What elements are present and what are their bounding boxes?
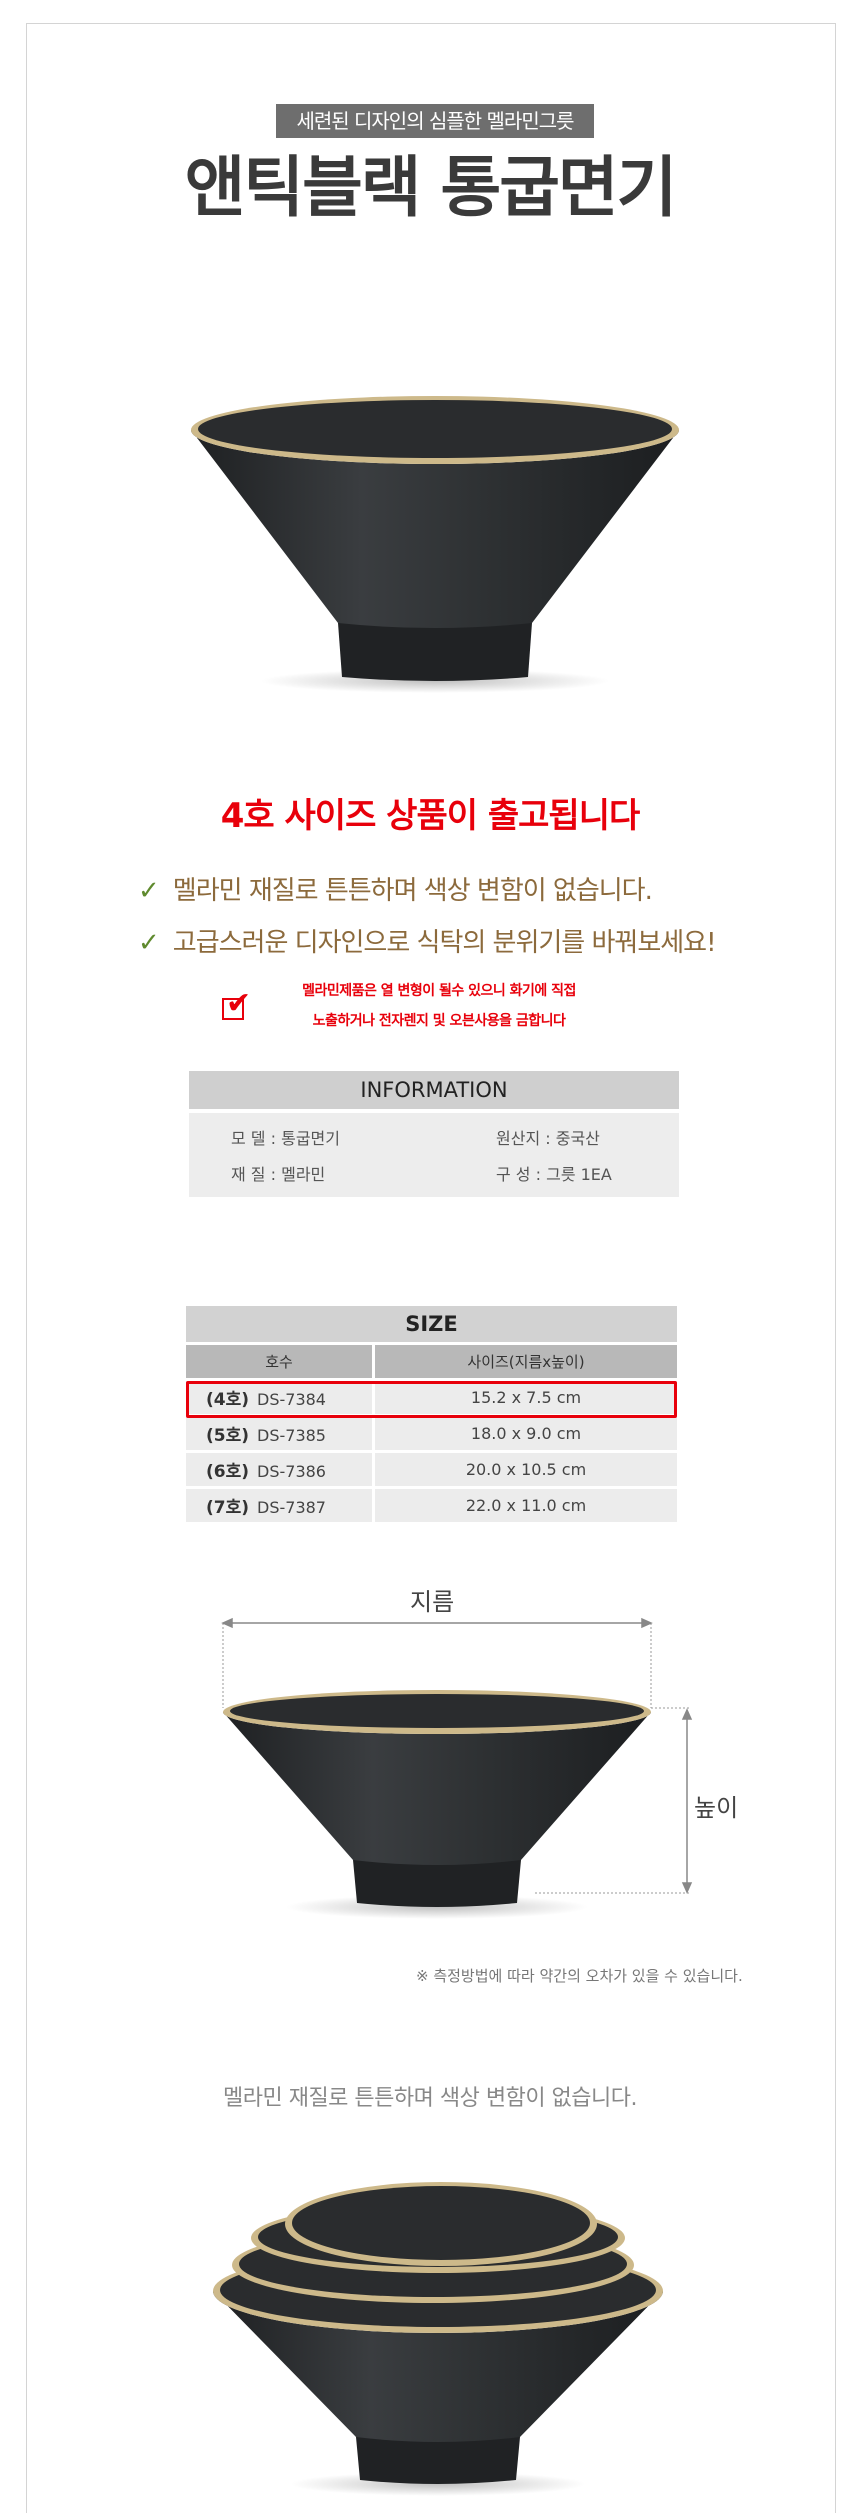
bowl-foot bbox=[356, 2437, 520, 2484]
table-row: (6호) DS-7386 20.0 x 10.5 cm bbox=[186, 1453, 677, 1486]
info-composition: 구 성 : 그릇 1EA bbox=[496, 1165, 612, 1184]
check-icon: ✓ bbox=[138, 928, 160, 958]
size-table-title: SIZE bbox=[186, 1306, 677, 1342]
column-header-size: 사이즈(지름x높이) bbox=[375, 1345, 677, 1378]
table-row: (5호) DS-7385 18.0 x 9.0 cm bbox=[186, 1417, 677, 1450]
bowl-interior bbox=[292, 2186, 590, 2260]
bowl-interior bbox=[198, 400, 672, 458]
info-origin: 원산지 : 중국산 bbox=[496, 1129, 600, 1148]
diameter-label: 지름 bbox=[410, 1588, 455, 1616]
feature-text: 고급스러운 디자인으로 식탁의 분위기를 바꿔보세요! bbox=[172, 928, 717, 958]
info-model: 모 델 : 통굽면기 bbox=[231, 1129, 340, 1148]
selected-size-highlight bbox=[186, 1381, 677, 1418]
page-frame bbox=[26, 23, 836, 2513]
shipping-size-notice: 4호 사이즈 상품이 출고됩니다 bbox=[220, 796, 641, 836]
warning-line: 노출하거나 전자렌지 및 오븐사용을 금합니다 bbox=[312, 1013, 566, 1029]
information-body: 모 델 : 통굽면기 원산지 : 중국산 재 질 : 멜라민 구 성 : 그릇 … bbox=[189, 1113, 679, 1197]
bowl-body bbox=[213, 2291, 663, 2442]
check-icon: ✓ bbox=[138, 876, 160, 906]
bowl-body bbox=[223, 1712, 651, 1865]
info-material: 재 질 : 멜라민 bbox=[231, 1165, 326, 1184]
stack-caption: 멜라민 재질로 튼튼하며 색상 변함이 없습니다. bbox=[222, 2086, 638, 2111]
feature-line: ✓ 멜라민 재질로 튼튼하며 색상 변함이 없습니다. bbox=[138, 870, 653, 907]
bowl-foot bbox=[338, 623, 532, 681]
checkbox-checked-icon: ✔ bbox=[222, 986, 251, 1021]
feature-text: 멜라민 재질로 튼튼하며 색상 변함이 없습니다. bbox=[172, 876, 653, 906]
bowl-foot bbox=[353, 1860, 521, 1907]
subtitle-badge: 세련된 디자인의 심플한 멜라민그릇 bbox=[276, 104, 594, 138]
feature-line: ✓ 고급스러운 디자인으로 식탁의 분위기를 바꿔보세요! bbox=[138, 922, 717, 959]
product-title: 앤틱블랙 통굽면기 bbox=[184, 149, 678, 226]
bowl-interior bbox=[230, 1694, 644, 1728]
table-row: (7호) DS-7387 22.0 x 11.0 cm bbox=[186, 1489, 677, 1522]
information-header: INFORMATION bbox=[189, 1071, 679, 1109]
column-header-number: 호수 bbox=[186, 1345, 375, 1378]
table-row: (4호) DS-7384 15.2 x 7.5 cm bbox=[186, 1381, 677, 1414]
height-label: 높이 bbox=[694, 1794, 739, 1822]
size-table: SIZE 호수 사이즈(지름x높이) (4호) DS-7384 15.2 x 7.… bbox=[186, 1303, 677, 1525]
warning-line: 멜라민제품은 열 변형이 될수 있으니 화기에 직접 bbox=[302, 983, 576, 999]
measurement-note: ※ 측정방법에 따라 약간의 오차가 있을 수 있습니다. bbox=[416, 1967, 743, 1985]
bowl-body bbox=[191, 430, 679, 628]
